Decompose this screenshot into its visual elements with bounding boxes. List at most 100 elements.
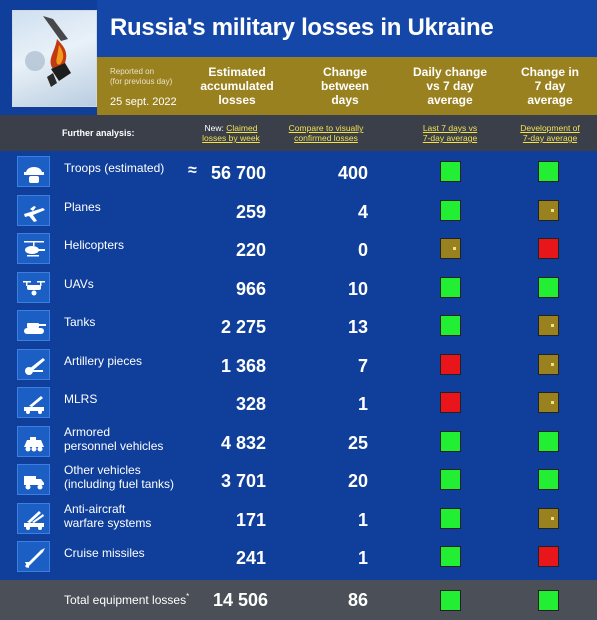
daily-change-indicator <box>440 508 461 529</box>
row-icon-box <box>17 541 50 572</box>
row-value: 56 700 <box>210 163 266 183</box>
claimed-losses-link[interactable]: New: Claimed losses by week <box>202 123 260 143</box>
row-icon-box <box>17 233 50 264</box>
row-label: Artillery pieces <box>64 354 143 368</box>
row-change: 1 <box>357 394 368 414</box>
total-change: 86 <box>347 590 368 610</box>
soldier-helmet-icon <box>23 166 44 183</box>
row-icon-box <box>17 464 50 495</box>
column-header-daily-change: Daily change vs 7 day average <box>412 65 488 107</box>
table-row: UAVs 966 10 <box>0 270 597 306</box>
row-value: 171 <box>235 510 266 530</box>
row-icon-box <box>17 426 50 457</box>
avg-change-indicator <box>538 392 559 413</box>
column-header-band <box>97 57 597 115</box>
daily-change-indicator <box>440 431 461 452</box>
avg-change-indicator <box>538 508 559 529</box>
row-change: 0 <box>357 240 368 260</box>
row-change: 13 <box>347 317 368 337</box>
total-value: 14 506 <box>212 590 268 610</box>
reported-on-note: Reported on (for previous day) <box>110 67 173 86</box>
avg-change-indicator <box>538 431 559 452</box>
artillery-icon <box>24 357 45 375</box>
anti-aircraft-icon <box>23 510 44 530</box>
column-header-estimated: Estimated accumulated losses <box>200 65 274 107</box>
row-value: 1 368 <box>220 356 266 376</box>
daily-change-indicator <box>440 315 461 336</box>
tank-icon <box>23 322 46 334</box>
avg-change-indicator <box>538 354 559 375</box>
mlrs-icon <box>23 395 44 414</box>
row-label: Planes <box>64 200 101 214</box>
total-row: Total equipment losses* 14 506 86 <box>0 580 597 620</box>
table-row: Troops (estimated) ≈56 700 400 <box>0 154 597 190</box>
row-label: UAVs <box>64 277 94 291</box>
daily-change-indicator <box>440 546 461 567</box>
last-7-days-link[interactable]: Last 7 days vs 7-day average <box>422 123 478 143</box>
daily-change-indicator <box>440 200 461 221</box>
row-change: 10 <box>347 279 368 299</box>
row-change: 1 <box>357 548 368 568</box>
column-header-change: Change between days <box>320 65 369 107</box>
avg-change-indicator <box>538 200 559 221</box>
row-icon-box <box>17 503 50 534</box>
table-row: Anti-aircraft warfare systems 171 1 <box>0 501 597 537</box>
table-row: Cruise missiles 241 1 <box>0 539 597 575</box>
table-row: Artillery pieces 1 368 7 <box>0 347 597 383</box>
helicopter-icon <box>23 240 45 256</box>
daily-change-indicator <box>440 354 461 375</box>
row-change: 4 <box>357 202 368 222</box>
avg-change-indicator <box>538 315 559 336</box>
row-label: MLRS <box>64 392 98 406</box>
row-icon-box <box>17 156 50 187</box>
avg-change-indicator <box>538 161 559 182</box>
total-avg-indicator <box>538 590 559 611</box>
row-change: 400 <box>337 163 368 183</box>
row-value: 241 <box>235 548 266 568</box>
header-photo <box>12 10 97 107</box>
total-daily-indicator <box>440 590 461 611</box>
row-label: Tanks <box>64 315 96 329</box>
row-icon-box <box>17 272 50 303</box>
row-icon-box <box>17 310 50 341</box>
truck-icon <box>23 475 44 489</box>
row-label: Troops (estimated) <box>64 161 165 175</box>
plane-icon <box>23 205 45 222</box>
column-header-change-7day: Change in 7 day average <box>520 65 579 107</box>
daily-change-indicator <box>440 238 461 259</box>
row-icon-box <box>17 387 50 418</box>
row-label: Other vehicles (including fuel tanks) <box>64 463 175 491</box>
daily-change-indicator <box>440 277 461 298</box>
row-change: 25 <box>347 433 368 453</box>
table-row: Helicopters 220 0 <box>0 231 597 267</box>
row-icon-box <box>17 195 50 226</box>
row-value: 4 832 <box>220 433 266 453</box>
row-label: Helicopters <box>64 238 125 252</box>
compare-confirmed-losses-link[interactable]: Compare to visually confirmed losses <box>288 123 364 143</box>
further-analysis-label: Further analysis: <box>62 128 135 138</box>
apc-icon <box>23 436 44 451</box>
table-row: Armored personnel vehicles 4 832 25 <box>0 424 597 460</box>
further-analysis-band <box>0 115 597 151</box>
total-label: Total equipment losses* <box>64 592 190 607</box>
row-change: 7 <box>357 356 368 376</box>
table-row: Planes 259 4 <box>0 193 597 229</box>
table-row: Tanks 2 275 13 <box>0 308 597 344</box>
avg-change-indicator <box>538 546 559 567</box>
row-value: 3 701 <box>220 471 266 491</box>
missile-icon <box>24 547 45 568</box>
row-value: 2 275 <box>220 317 266 337</box>
header-bar <box>97 0 597 57</box>
row-value: 220 <box>235 240 266 260</box>
daily-change-indicator <box>440 469 461 490</box>
row-label: Armored personnel vehicles <box>64 425 164 453</box>
row-value: 966 <box>235 279 266 299</box>
avg-change-indicator <box>538 277 559 298</box>
development-7day-link[interactable]: Development of 7-day average <box>520 123 580 143</box>
report-date: 25 sept. 2022 <box>110 96 177 108</box>
daily-change-indicator <box>440 392 461 413</box>
table-row: MLRS 328 1 <box>0 385 597 421</box>
avg-change-indicator <box>538 238 559 259</box>
table-row: Other vehicles (including fuel tanks) 3 70… <box>0 462 597 498</box>
row-value: 259 <box>235 202 266 222</box>
